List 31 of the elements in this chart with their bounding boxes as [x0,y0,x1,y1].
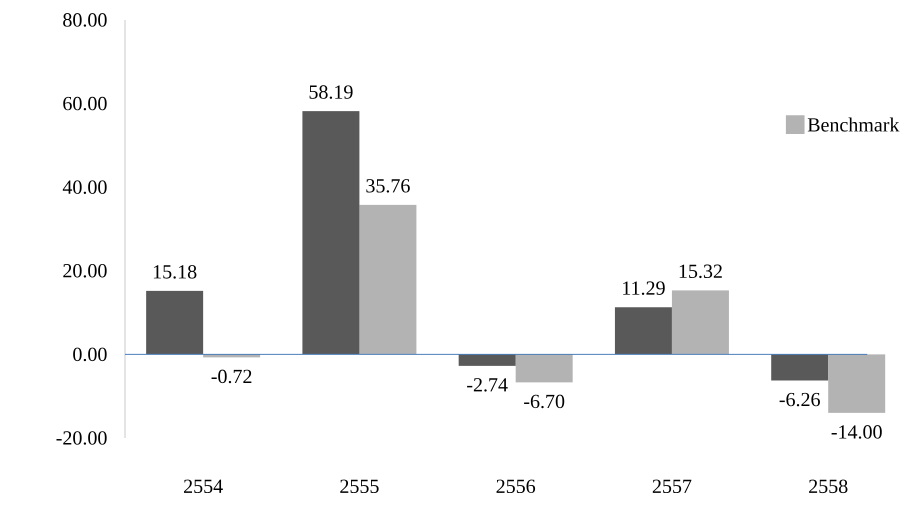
bar [614,307,672,354]
bar [302,111,360,354]
bar [516,354,573,382]
data-label: -0.72 [212,370,252,384]
y-tick-label: 0.00 [73,348,107,362]
x-tick-label: 2556 [496,480,536,494]
data-label: -6.70 [524,394,564,408]
bar [828,354,886,413]
y-tick-label: -20.00 [56,431,107,445]
bar [146,290,204,354]
x-tick-label: 2554 [184,480,223,494]
bar [359,204,416,354]
x-tick-label: 2555 [340,480,379,494]
data-label: -2.74 [467,378,508,392]
x-tick-label: 2558 [809,480,848,494]
bar [672,290,729,354]
data-label: -14.00 [832,425,882,439]
data-label: 15.32 [680,264,722,278]
bar [458,354,516,366]
data-label: 35.76 [366,179,410,193]
data-label: 11.29 [623,281,665,295]
legend-label: Benchmark [808,118,900,132]
data-label: 15.18 [154,265,196,279]
y-tick-label: 80.00 [63,13,107,27]
y-tick-label: 40.00 [62,180,107,194]
y-tick-label: 60.00 [63,96,107,110]
data-label: -6.26 [780,392,820,406]
data-label: 58.19 [310,85,353,99]
x-tick-label: 2557 [652,480,692,494]
y-tick-label: 20.00 [63,264,107,278]
bar [771,354,828,381]
